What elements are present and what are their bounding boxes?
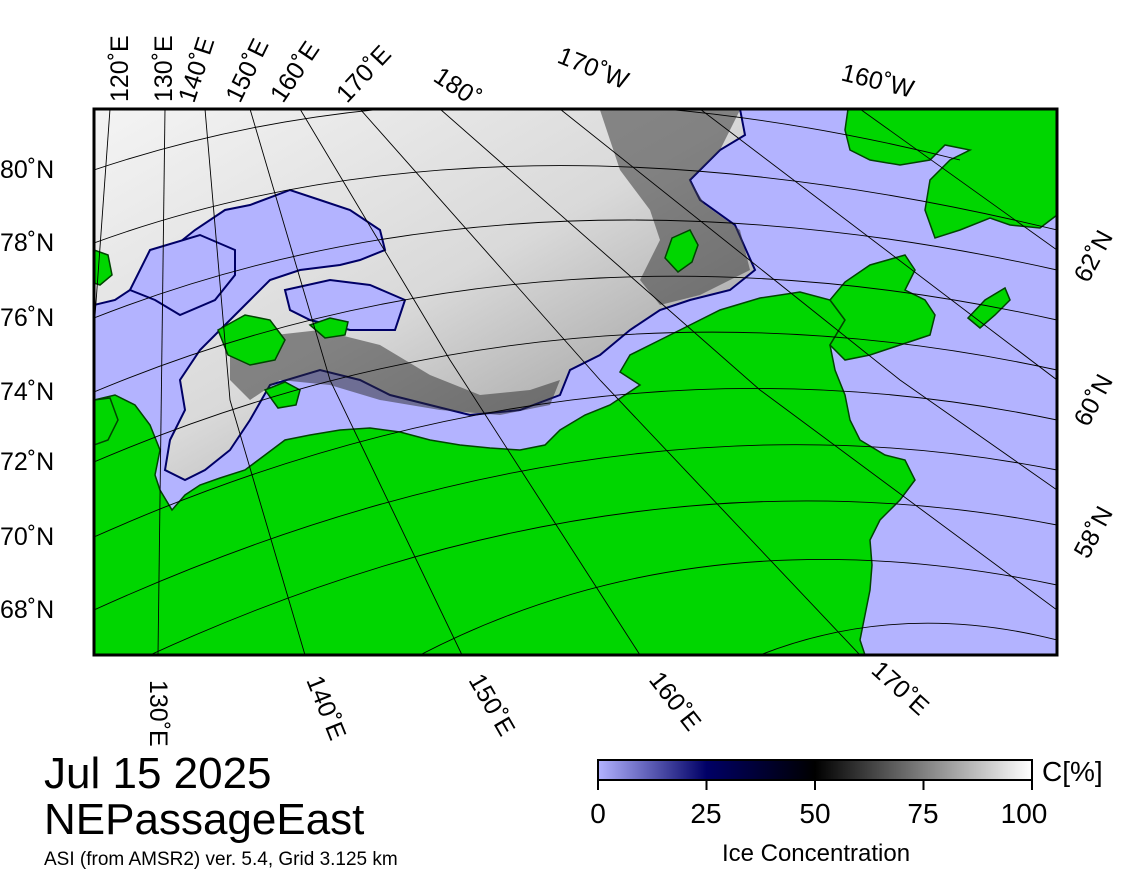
- map-panel: [94, 109, 1057, 655]
- region-name: NEPassageEast: [44, 795, 365, 844]
- top-label-130e: 130˚E: [150, 35, 178, 102]
- right-label-58n: 58˚N: [1069, 502, 1119, 563]
- right-label-60n: 60˚N: [1069, 370, 1119, 431]
- parallel-68n: [94, 444, 1057, 611]
- top-longitude-labels: 120˚E 130˚E 140˚E 150˚E 160˚E 170˚E 180˚…: [106, 34, 917, 113]
- sea-ice-inner-ocean-2: [283, 278, 407, 331]
- parallel-72n: [94, 331, 1057, 463]
- map-frame: [92, 107, 1059, 657]
- land-new-siberian-islands-a: [217, 314, 286, 366]
- left-label-76n: 76˚N: [0, 304, 54, 332]
- meridian-160w: [699, 109, 1057, 381]
- land-wrangel-island: [664, 229, 699, 273]
- left-label-74n: 74˚N: [0, 378, 54, 406]
- colorbar-unit-label: C[%]: [1042, 756, 1103, 787]
- left-label-80n: 80˚N: [0, 156, 54, 184]
- meridian-120e: [94, 109, 111, 331]
- colorbar-tick-marks: [597, 780, 1033, 790]
- left-label-70n: 70˚N: [0, 523, 54, 551]
- top-label-140e: 140˚E: [173, 34, 220, 106]
- bottom-longitude-labels: 130˚E 140˚E 150˚E 160˚E 170˚E: [144, 656, 934, 747]
- right-label-62n: 62˚N: [1069, 226, 1119, 287]
- top-label-180: 180˚: [429, 62, 486, 113]
- colorbar: [597, 759, 1033, 781]
- sea-ice-dark-band-2: [230, 330, 560, 415]
- parallel-76n: [94, 219, 1057, 319]
- parallel-78n: [94, 165, 1057, 244]
- meridian-150w: [859, 109, 1057, 251]
- parallel-64n: [419, 558, 1057, 655]
- top-label-170e: 170˚E: [331, 40, 397, 108]
- land-new-siberian-islands-b: [263, 381, 301, 409]
- meridian-170e: [359, 109, 861, 655]
- left-label-78n: 78˚N: [0, 229, 54, 257]
- right-latitude-labels: 62˚N 60˚N 58˚N: [1069, 226, 1119, 563]
- land-new-siberian-islands-c: [308, 317, 349, 339]
- date-label: Jul 15 2025: [44, 749, 272, 798]
- parallel-70n: [94, 388, 1057, 538]
- left-label-72n: 72˚N: [0, 448, 54, 476]
- bottom-label-160e: 160˚E: [643, 666, 706, 736]
- meridian-160e: [299, 109, 641, 655]
- colorbar-tick-50: 50: [799, 798, 831, 829]
- land-alaska: [844, 109, 1057, 239]
- top-label-150e: 150˚E: [220, 34, 274, 106]
- land-st-lawrence-island: [966, 286, 1011, 329]
- top-label-160w: 160˚W: [839, 59, 918, 104]
- parallel-62n: [759, 622, 1057, 655]
- top-label-120e: 120˚E: [106, 35, 134, 102]
- colorbar-title: Ice Concentration: [721, 840, 911, 867]
- meridian-170w: [559, 109, 1057, 491]
- left-latitude-labels: 80˚N 78˚N 76˚N 74˚N 72˚N 70˚N 68˚N: [0, 156, 54, 624]
- source-description: ASI (from AMSR2) ver. 5.4, Grid 3.125 km: [44, 849, 398, 870]
- land-siberia-west-coast: [94, 397, 119, 446]
- land-chukotka-east: [829, 254, 936, 361]
- meridian-130e: [157, 109, 166, 655]
- colorbar-tick-100: 100: [1000, 798, 1048, 829]
- meridian-150e: [249, 109, 463, 655]
- colorbar-tick-75: 75: [907, 798, 939, 829]
- parallel-66n: [149, 500, 1057, 655]
- land-severnaya-edge: [94, 249, 113, 286]
- top-label-170w: 170˚W: [554, 42, 633, 96]
- bottom-label-150e: 150˚E: [463, 669, 521, 741]
- land-siberia: [94, 291, 916, 655]
- meridian-140e: [204, 109, 306, 655]
- bottom-label-140e: 140˚E: [300, 672, 351, 744]
- left-label-68n: 68˚N: [0, 596, 54, 624]
- colorbar-tick-25: 25: [690, 798, 722, 829]
- colorbar-tick-0: 0: [590, 798, 606, 829]
- meridian-180: [439, 109, 1057, 611]
- graticule: [94, 109, 1057, 655]
- sea-ice-dark-band: [600, 110, 750, 305]
- bottom-label-130e: 130˚E: [144, 680, 172, 747]
- bottom-label-170e: 170˚E: [866, 656, 934, 721]
